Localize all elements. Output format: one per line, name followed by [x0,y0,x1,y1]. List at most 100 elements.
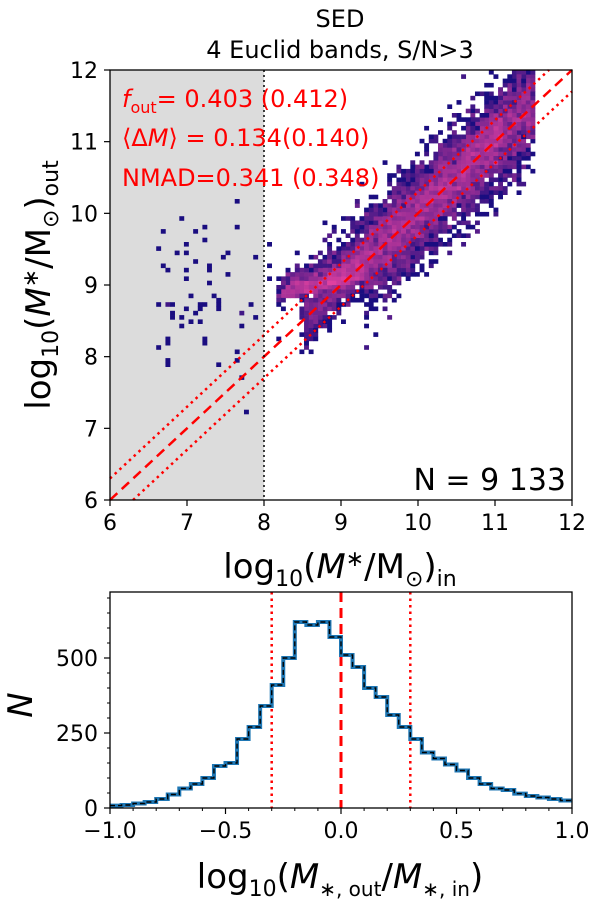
heatmap-cell [507,156,513,161]
heatmap-cell [479,211,485,217]
heatmap-cell [447,121,453,127]
heatmap-cell [456,168,462,174]
heatmap-cell [299,349,305,355]
heatmap-cell [424,220,430,226]
heatmap-cell [465,130,471,135]
heatmap-cell [414,203,420,208]
heatmap-cell [327,302,333,307]
heatmap-cell [391,276,397,281]
heatmap-cell [368,259,374,264]
heatmap-cell [438,117,443,122]
heatmap-cell [391,173,397,178]
heatmap-cell [516,91,522,97]
heatmap-cell [456,100,462,105]
heatmap-cell [336,302,342,307]
heatmap-cell [419,254,425,260]
heatmap-cell [304,332,309,337]
heatmap-cell [493,74,499,79]
heatmap-cells [156,70,536,415]
heatmap-cell [280,276,286,281]
heatmap-cell [498,87,503,92]
heatmap-cell [511,74,517,79]
heatmap-cell [470,203,476,208]
heatmap-cell [350,297,356,303]
heatmap-cell [456,194,462,200]
heatmap-cell [438,216,443,221]
heatmap-cell [377,224,383,230]
heatmap-cell [345,263,351,269]
heatmap-cell [516,78,522,84]
heatmap-cell [442,160,448,165]
y-tick-label: 12 [70,59,98,84]
heatmap-cell [354,229,360,234]
heatmap-cell [341,319,346,324]
heatmap-cell [331,272,337,277]
heatmap-cell [405,233,411,238]
heatmap-cell [285,293,291,299]
heatmap-cell [373,297,379,303]
heatmap-cell [525,74,531,79]
heatmap-cell [317,285,323,290]
heatmap-cell [410,233,416,238]
heatmap-cell [428,263,434,269]
heatmap-cell [488,113,494,118]
heatmap-cell [359,293,365,299]
heatmap-cell [345,250,351,256]
heatmap-cell [451,130,457,135]
heatmap-cell [530,100,536,105]
heatmap-cell [433,168,439,174]
y-tick-label: 0 [84,797,98,822]
heatmap-cell [179,315,185,320]
heatmap-cell [438,224,443,230]
heatmap-cell [387,315,393,320]
heatmap-cell [470,125,476,131]
heatmap-cell [525,113,531,118]
heatmap-cell [488,190,494,195]
heatmap-cell [317,289,323,294]
heatmap-cell [511,156,517,161]
heatmap-cell [401,259,406,264]
heatmap-cell [368,267,374,273]
heatmap-cell [410,203,416,208]
heatmap-cell [156,246,162,251]
heatmap-cell [461,199,467,204]
reference-lines [109,69,573,501]
heatmap-cell [414,216,420,221]
heatmap-cell [410,237,416,243]
heatmap-cell [488,168,494,174]
heatmap-cell [465,190,471,195]
heatmap-cell [373,280,379,286]
heatmap-cell [405,276,411,281]
heatmap-cell [516,177,522,183]
heatmap-cell [525,70,531,75]
heatmap-cell [373,293,379,299]
heatmap-cell [308,285,314,290]
heatmap-cell [511,177,517,183]
heatmap-cell [368,194,374,200]
heatmap-cell [396,259,402,264]
heatmap-cell [428,242,434,247]
heatmap-cell [507,130,513,135]
heatmap-cell [488,138,494,144]
heatmap-cell [498,130,503,135]
heatmap-cell [350,263,356,269]
heatmap-cell [488,134,494,140]
heatmap-cell [465,160,471,165]
heatmap-cell [498,160,503,165]
heatmap-cell [488,130,494,135]
heatmap-cell [447,229,453,234]
heatmap-cell [396,220,402,226]
heatmap-cell [456,117,462,122]
heatmap-cell [451,173,457,178]
heatmap-cell [493,164,499,170]
heatmap-cell [170,310,175,316]
heatmap-cell [498,138,503,144]
heatmap-cell [280,293,286,299]
heatmap-cell [461,181,467,187]
heatmap-cell [364,263,370,269]
heatmap-cell [484,151,490,157]
heatmap-cell [424,177,430,183]
heatmap-cell [354,203,360,208]
heatmap-cell [474,121,480,127]
heatmap-cell [373,263,379,269]
